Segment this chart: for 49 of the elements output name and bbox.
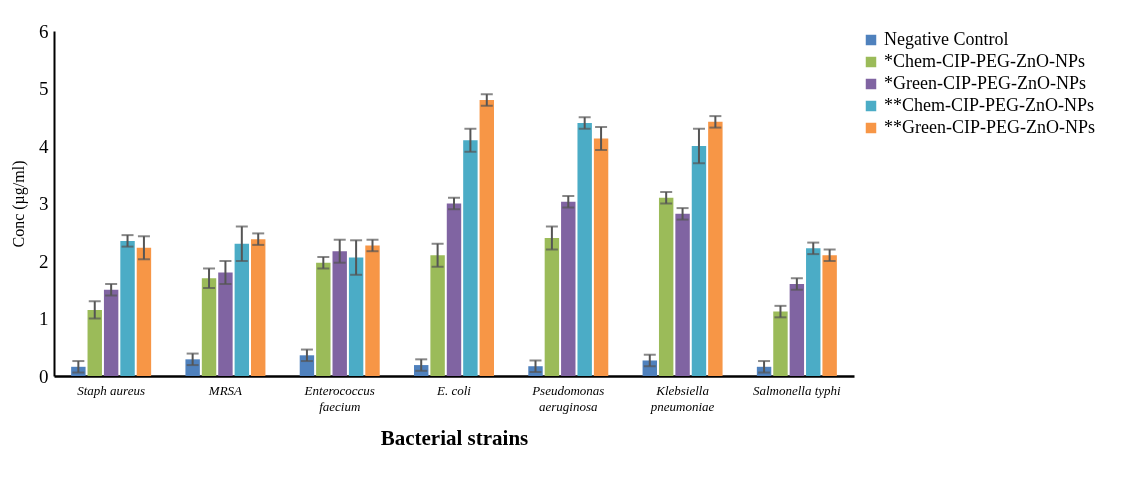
legend-label: Negative Control (884, 29, 1009, 49)
x-tick-label: MRSA (207, 382, 243, 398)
bar (658, 197, 674, 376)
bar (675, 213, 690, 376)
bar (577, 123, 592, 376)
x-tick-label: Staph aureus (77, 382, 146, 398)
bar (332, 251, 347, 376)
bar (593, 138, 609, 376)
bar (365, 245, 380, 376)
legend-label: **Green-CIP-PEG-ZnO-NPs (884, 117, 1095, 137)
legend-label: **Chem-CIP-PEG-ZnO-NPs (884, 95, 1094, 115)
x-tick-label: E. coli (436, 382, 472, 398)
y-tick-label: 5 (39, 78, 49, 99)
bar (561, 201, 576, 376)
y-tick-label: 3 (39, 193, 49, 214)
bar (136, 247, 152, 376)
bar (773, 311, 788, 376)
bar (120, 240, 135, 376)
bar (463, 140, 478, 376)
y-tick-label: 2 (39, 250, 49, 272)
bar (789, 284, 805, 376)
bar (348, 257, 364, 376)
bar (103, 289, 119, 376)
y-tick-label: 0 (39, 365, 49, 387)
bar (708, 121, 723, 376)
bar (316, 262, 331, 376)
legend-label: *Green-CIP-PEG-ZnO-NPs (884, 73, 1086, 93)
bar (691, 146, 707, 376)
y-axis-title: Conc (µg/ml) (10, 160, 28, 248)
bar (218, 272, 233, 376)
x-tick-label: Klebsiella pneumoniae (649, 382, 715, 414)
x-axis-title: Bacterial strains (380, 425, 529, 450)
bar (430, 255, 445, 376)
y-tick-label: 1 (39, 308, 49, 329)
bar (806, 248, 821, 376)
bar (479, 100, 494, 376)
bar (201, 278, 217, 376)
y-tick-label: 6 (39, 20, 49, 42)
legend-label: *Chem-CIP-PEG-ZnO-NPs (884, 51, 1085, 71)
x-tick-label: Salmonella typhi (752, 382, 842, 398)
bar (251, 239, 266, 376)
x-tick-label: Enterococcus faecium (303, 382, 375, 414)
x-tick-label: Pseudomonas aeruginosa (531, 382, 605, 414)
bar (822, 255, 837, 376)
y-tick-label: 4 (39, 135, 49, 157)
bar (544, 238, 560, 376)
bar (87, 309, 102, 376)
bar (234, 243, 250, 376)
bar (446, 203, 462, 376)
